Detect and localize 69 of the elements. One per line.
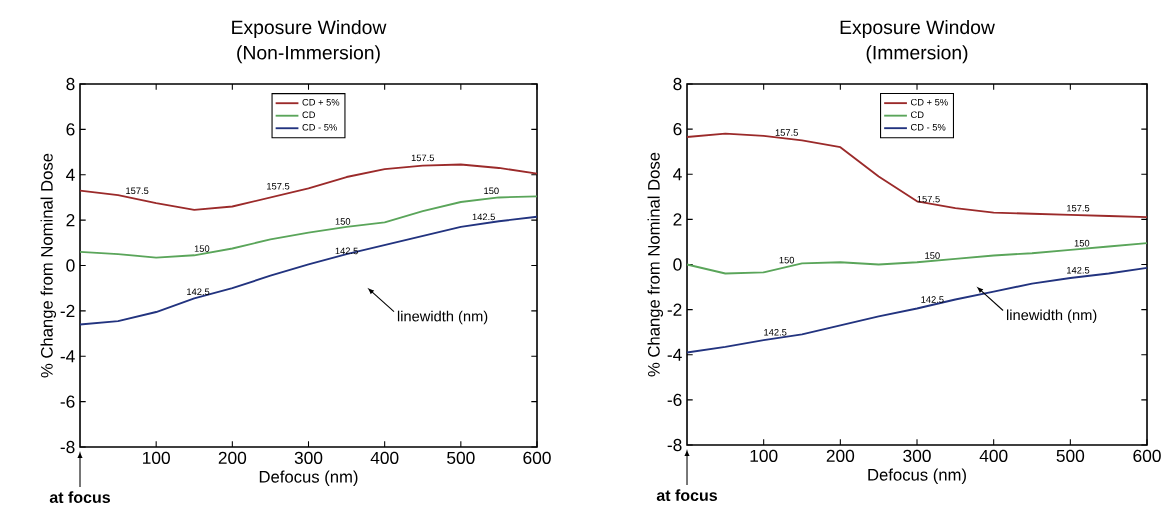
legend-label: CD xyxy=(302,111,316,119)
y-tick-label: 0 xyxy=(66,259,75,272)
y-tick-label: -2 xyxy=(667,303,682,316)
chart-title: Exposure Window xyxy=(840,19,995,38)
x-tick-label: 400 xyxy=(979,449,1008,462)
y-tick-label: 2 xyxy=(673,213,682,226)
annotation: 150 xyxy=(335,218,351,225)
chart-subtitle: (Immersion) xyxy=(866,45,968,64)
x-tick-label: 300 xyxy=(294,451,323,464)
chart-title: Exposure Window xyxy=(232,19,387,38)
legend-label: CD - 5% xyxy=(911,123,946,131)
y-tick-label: -4 xyxy=(60,350,75,363)
y-tick-label: 8 xyxy=(66,77,75,91)
chart-subtitle: (Non-Immersion) xyxy=(237,45,380,64)
x-tick-label: 600 xyxy=(1133,449,1161,462)
annotation: 142.5 xyxy=(472,213,495,221)
x-tick-label: 200 xyxy=(826,449,855,462)
x-tick-label: 100 xyxy=(143,451,170,464)
annotation: 150 xyxy=(194,245,210,252)
y-tick-label: -4 xyxy=(667,348,682,361)
x-tick-label: 500 xyxy=(447,451,475,464)
y-tick-label: -8 xyxy=(60,440,75,454)
legend-label: CD - 5% xyxy=(302,124,337,131)
x-tick-label: 300 xyxy=(903,449,931,462)
x-axis-title: Defocus (nm) xyxy=(259,470,358,486)
y-tick-label: 4 xyxy=(66,168,75,181)
annotation: linewidth (nm) xyxy=(397,310,488,325)
annotation: 157.5 xyxy=(411,154,435,162)
annotation: 142.5 xyxy=(921,296,944,303)
y-tick-label: -6 xyxy=(667,393,682,407)
x-tick-label: 200 xyxy=(218,451,247,464)
y-tick-label: 4 xyxy=(673,168,682,181)
legend-label: CD xyxy=(911,111,924,118)
annotation: 142.5 xyxy=(1067,266,1090,274)
y-tick-label: -2 xyxy=(60,304,75,317)
x-tick-label: 400 xyxy=(370,451,399,464)
annotation: 150 xyxy=(484,187,499,195)
y-tick-label: 6 xyxy=(66,123,75,136)
y-axis-title: % Change from Nominal Dose xyxy=(40,153,57,378)
annotation: 157.5 xyxy=(267,182,290,190)
y-tick-label: 0 xyxy=(673,258,682,271)
y-tick-label: -8 xyxy=(667,438,682,452)
annotation: linewidth (nm) xyxy=(1006,309,1097,324)
annotation: 157.5 xyxy=(1067,204,1090,212)
annotation: 157.5 xyxy=(126,187,149,195)
annotation: 150 xyxy=(925,252,940,259)
y-tick-label: 8 xyxy=(673,77,682,91)
line-series xyxy=(686,266,1148,354)
annotation: 142.5 xyxy=(187,288,210,296)
line-series xyxy=(79,195,538,259)
text: at focus xyxy=(656,489,718,502)
line-series xyxy=(686,242,1148,275)
x-tick-label: 600 xyxy=(523,451,551,464)
y-tick-label: 2 xyxy=(66,214,75,227)
annotation: 150 xyxy=(1074,239,1090,247)
legend-label: CD + 5% xyxy=(911,98,948,106)
annotation: 150 xyxy=(779,256,795,264)
annotation: 142.5 xyxy=(335,247,358,255)
x-tick-label: 500 xyxy=(1056,449,1085,462)
annotation: 157.5 xyxy=(775,129,798,136)
y-tick-label: -6 xyxy=(60,395,75,408)
x-tick-label: 100 xyxy=(750,449,778,462)
y-axis-title: % Change from Nominal Dose xyxy=(647,152,664,377)
legend-label: CD + 5% xyxy=(302,98,340,106)
x-axis-title: Defocus (nm) xyxy=(868,468,966,484)
annotation: 142.5 xyxy=(764,329,787,336)
annotation: 157.5 xyxy=(917,195,940,203)
y-tick-label: 6 xyxy=(673,122,682,136)
text: at focus xyxy=(49,491,110,504)
